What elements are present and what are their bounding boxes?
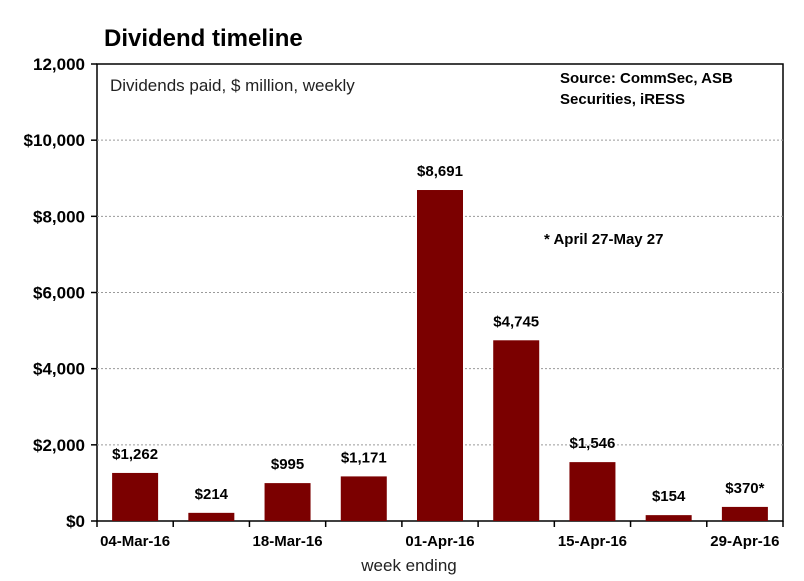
- y-tick-label: $2,000: [33, 436, 85, 455]
- data-label: $154: [652, 488, 686, 505]
- x-tick-label: 01-Apr-16: [405, 533, 474, 550]
- chart-title: Dividend timeline: [104, 25, 303, 52]
- bars: [112, 190, 768, 521]
- x-tick-label: 15-Apr-16: [558, 533, 627, 550]
- x-tick-label: 04-Mar-16: [100, 533, 170, 550]
- data-label: $1,546: [569, 435, 615, 452]
- y-tick-label: $0: [66, 512, 85, 531]
- x-tick-label: 18-Mar-16: [253, 533, 323, 550]
- bar-18-Mar-16: [264, 483, 311, 521]
- bar-22-Apr-16: [645, 515, 692, 521]
- x-axis-ticks: 04-Mar-16 18-Mar-16 01-Apr-16 15-Apr-16 29-A…: [96, 521, 784, 550]
- chart-subtitle: Dividends paid, $ million, weekly: [110, 76, 355, 95]
- y-tick-label: $4,000: [33, 360, 85, 379]
- y-tick-label: 12,000: [33, 55, 85, 74]
- data-label: $1,171: [341, 449, 387, 466]
- y-tick-label: $6,000: [33, 284, 85, 303]
- bar-01-Apr-16: [417, 190, 463, 521]
- data-label: $4,745: [493, 313, 539, 330]
- bar-29-Apr-16: [721, 506, 768, 521]
- source-line-1: Source: CommSec, ASB: [560, 70, 733, 87]
- bar-25-Mar-16: [340, 476, 387, 521]
- bar-04-Mar-16: [112, 472, 159, 521]
- date-range-note: * April 27-May 27: [544, 231, 664, 248]
- data-labels: $1,262 $214 $995 $1,171 $8,691 $4,745 $1,546 $1…: [112, 163, 764, 505]
- y-tick-label: $8,000: [33, 207, 85, 226]
- x-axis-label: week ending: [360, 556, 456, 575]
- data-label: $1,262: [112, 446, 158, 463]
- x-tick-label: 29-Apr-16: [710, 533, 779, 550]
- data-label: $8,691: [417, 163, 463, 180]
- bar-11-Mar-16: [188, 512, 235, 521]
- data-label: $214: [195, 486, 229, 503]
- bar-08-Apr-16: [493, 340, 540, 521]
- y-tick-label: $10,000: [24, 131, 85, 150]
- bar-15-Apr-16: [569, 462, 616, 521]
- data-label: $370*: [725, 480, 764, 497]
- source-line-2: Securities, iRESS: [560, 91, 685, 108]
- y-axis-ticks: $0 $2,000 $4,000 $6,000 $8,000 $10,000 12,000: [24, 55, 97, 531]
- data-label: $995: [271, 456, 304, 473]
